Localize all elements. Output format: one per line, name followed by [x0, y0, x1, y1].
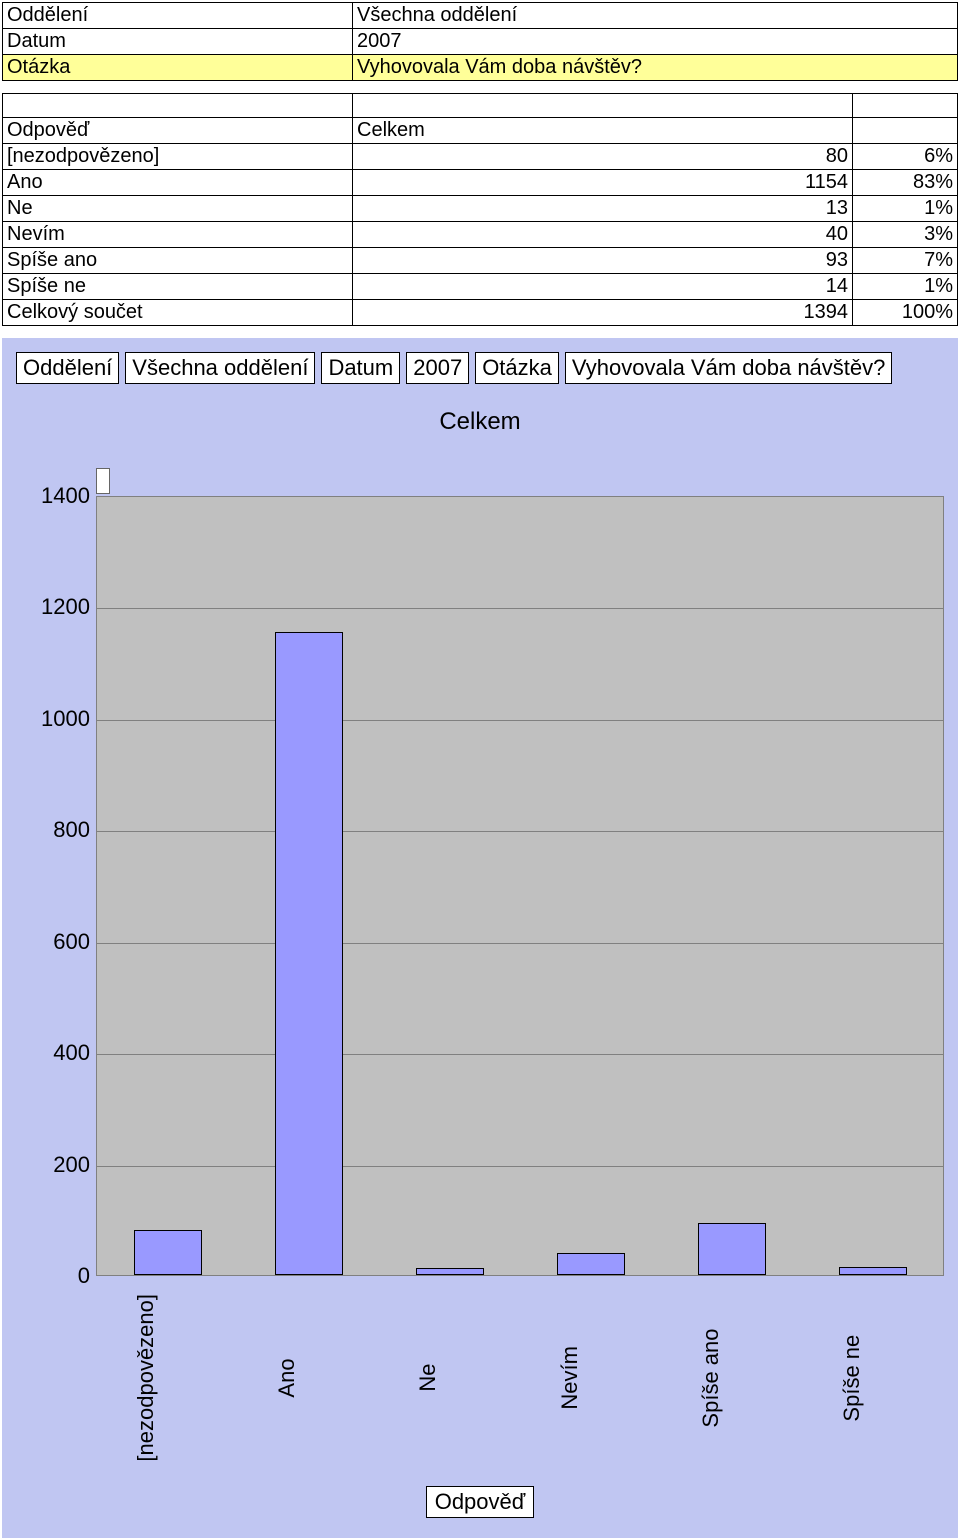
answer-label: Spíše ne	[3, 274, 353, 300]
y-tick-label: 1400	[16, 483, 90, 509]
chart-plot: 0200400600800100012001400	[16, 496, 944, 1276]
table-row: Ano115483%	[3, 170, 958, 196]
y-tick-label: 400	[16, 1040, 90, 1066]
data-header-total: Celkem	[353, 118, 853, 144]
answer-count: 13	[353, 196, 853, 222]
chart-bar	[275, 632, 343, 1275]
answer-pct: 6%	[853, 144, 958, 170]
chart-filter-bar: Oddělení Všechna oddělení Datum 2007 Otá…	[16, 352, 944, 384]
meta-value: Všechna oddělení	[353, 3, 958, 29]
x-tick-label: Ano	[274, 1294, 342, 1462]
answer-pct: 7%	[853, 248, 958, 274]
y-tick-label: 0	[16, 1263, 90, 1289]
y-tick-label: 600	[16, 929, 90, 955]
chart-bar	[557, 1253, 625, 1275]
total-count: 1394	[353, 300, 853, 326]
x-tick-label: Ne	[415, 1294, 483, 1462]
answer-pct: 83%	[853, 170, 958, 196]
meta-label: Oddělení	[3, 3, 353, 29]
meta-row: OtázkaVyhovovala Vám doba návštěv?	[3, 55, 958, 81]
x-tick-label: Spíše ne	[839, 1294, 907, 1462]
answer-pct: 3%	[853, 222, 958, 248]
table-row: Ne131%	[3, 196, 958, 222]
x-axis-title-wrap: Odpověď	[16, 1486, 944, 1518]
answer-count: 14	[353, 274, 853, 300]
x-axis-title: Odpověď	[426, 1486, 535, 1518]
answer-label: Nevím	[3, 222, 353, 248]
table-row: Spíše ne141%	[3, 274, 958, 300]
total-pct: 100%	[853, 300, 958, 326]
answer-count: 80	[353, 144, 853, 170]
x-tick-label: Spíše ano	[698, 1294, 766, 1462]
y-tick-label: 1200	[16, 594, 90, 620]
y-tick-label: 800	[16, 817, 90, 843]
answer-pct: 1%	[853, 274, 958, 300]
answer-label: Ano	[3, 170, 353, 196]
chart-bar	[839, 1267, 907, 1275]
chart-container: Oddělení Všechna oddělení Datum 2007 Otá…	[2, 338, 958, 1538]
legend-swatch	[96, 468, 110, 494]
chart-bar	[134, 1230, 202, 1275]
chart-bar	[416, 1268, 484, 1275]
filter-date-label: Datum	[321, 352, 400, 384]
table-row: [nezodpovězeno]806%	[3, 144, 958, 170]
y-tick-label: 1000	[16, 706, 90, 732]
filter-dept-label: Oddělení	[16, 352, 119, 384]
data-header-answer: Odpověď	[3, 118, 353, 144]
answer-label: Ne	[3, 196, 353, 222]
y-tick-label: 200	[16, 1152, 90, 1178]
meta-value: Vyhovovala Vám doba návštěv?	[353, 55, 958, 81]
x-tick-label: [nezodpovězeno]	[133, 1294, 201, 1462]
answer-count: 1154	[353, 170, 853, 196]
total-label: Celkový součet	[3, 300, 353, 326]
filter-question-value: Vyhovovala Vám doba návštěv?	[565, 352, 893, 384]
x-axis-labels: [nezodpovězeno] Ano Ne Nevím Spíše ano Spíše …	[96, 1294, 944, 1462]
meta-value: 2007	[353, 29, 958, 55]
filter-date-value: 2007	[406, 352, 469, 384]
meta-label: Otázka	[3, 55, 353, 81]
data-table: Odpověď Celkem [nezodpovězeno]806%Ano115…	[2, 93, 958, 326]
table-row: Spíše ano937%	[3, 248, 958, 274]
filter-question-label: Otázka	[475, 352, 559, 384]
meta-row: Datum2007	[3, 29, 958, 55]
meta-table: OdděleníVšechna odděleníDatum2007OtázkaV…	[2, 2, 958, 81]
table-row: Nevím403%	[3, 222, 958, 248]
answer-count: 93	[353, 248, 853, 274]
x-tick-label: Nevím	[557, 1294, 625, 1462]
filter-dept-value: Všechna oddělení	[125, 352, 315, 384]
meta-label: Datum	[3, 29, 353, 55]
plot-area	[96, 496, 944, 1276]
chart-bar	[698, 1223, 766, 1275]
answer-label: Spíše ano	[3, 248, 353, 274]
answer-count: 40	[353, 222, 853, 248]
answer-pct: 1%	[853, 196, 958, 222]
meta-row: OdděleníVšechna oddělení	[3, 3, 958, 29]
chart-title: Celkem	[16, 408, 944, 436]
answer-label: [nezodpovězeno]	[3, 144, 353, 170]
